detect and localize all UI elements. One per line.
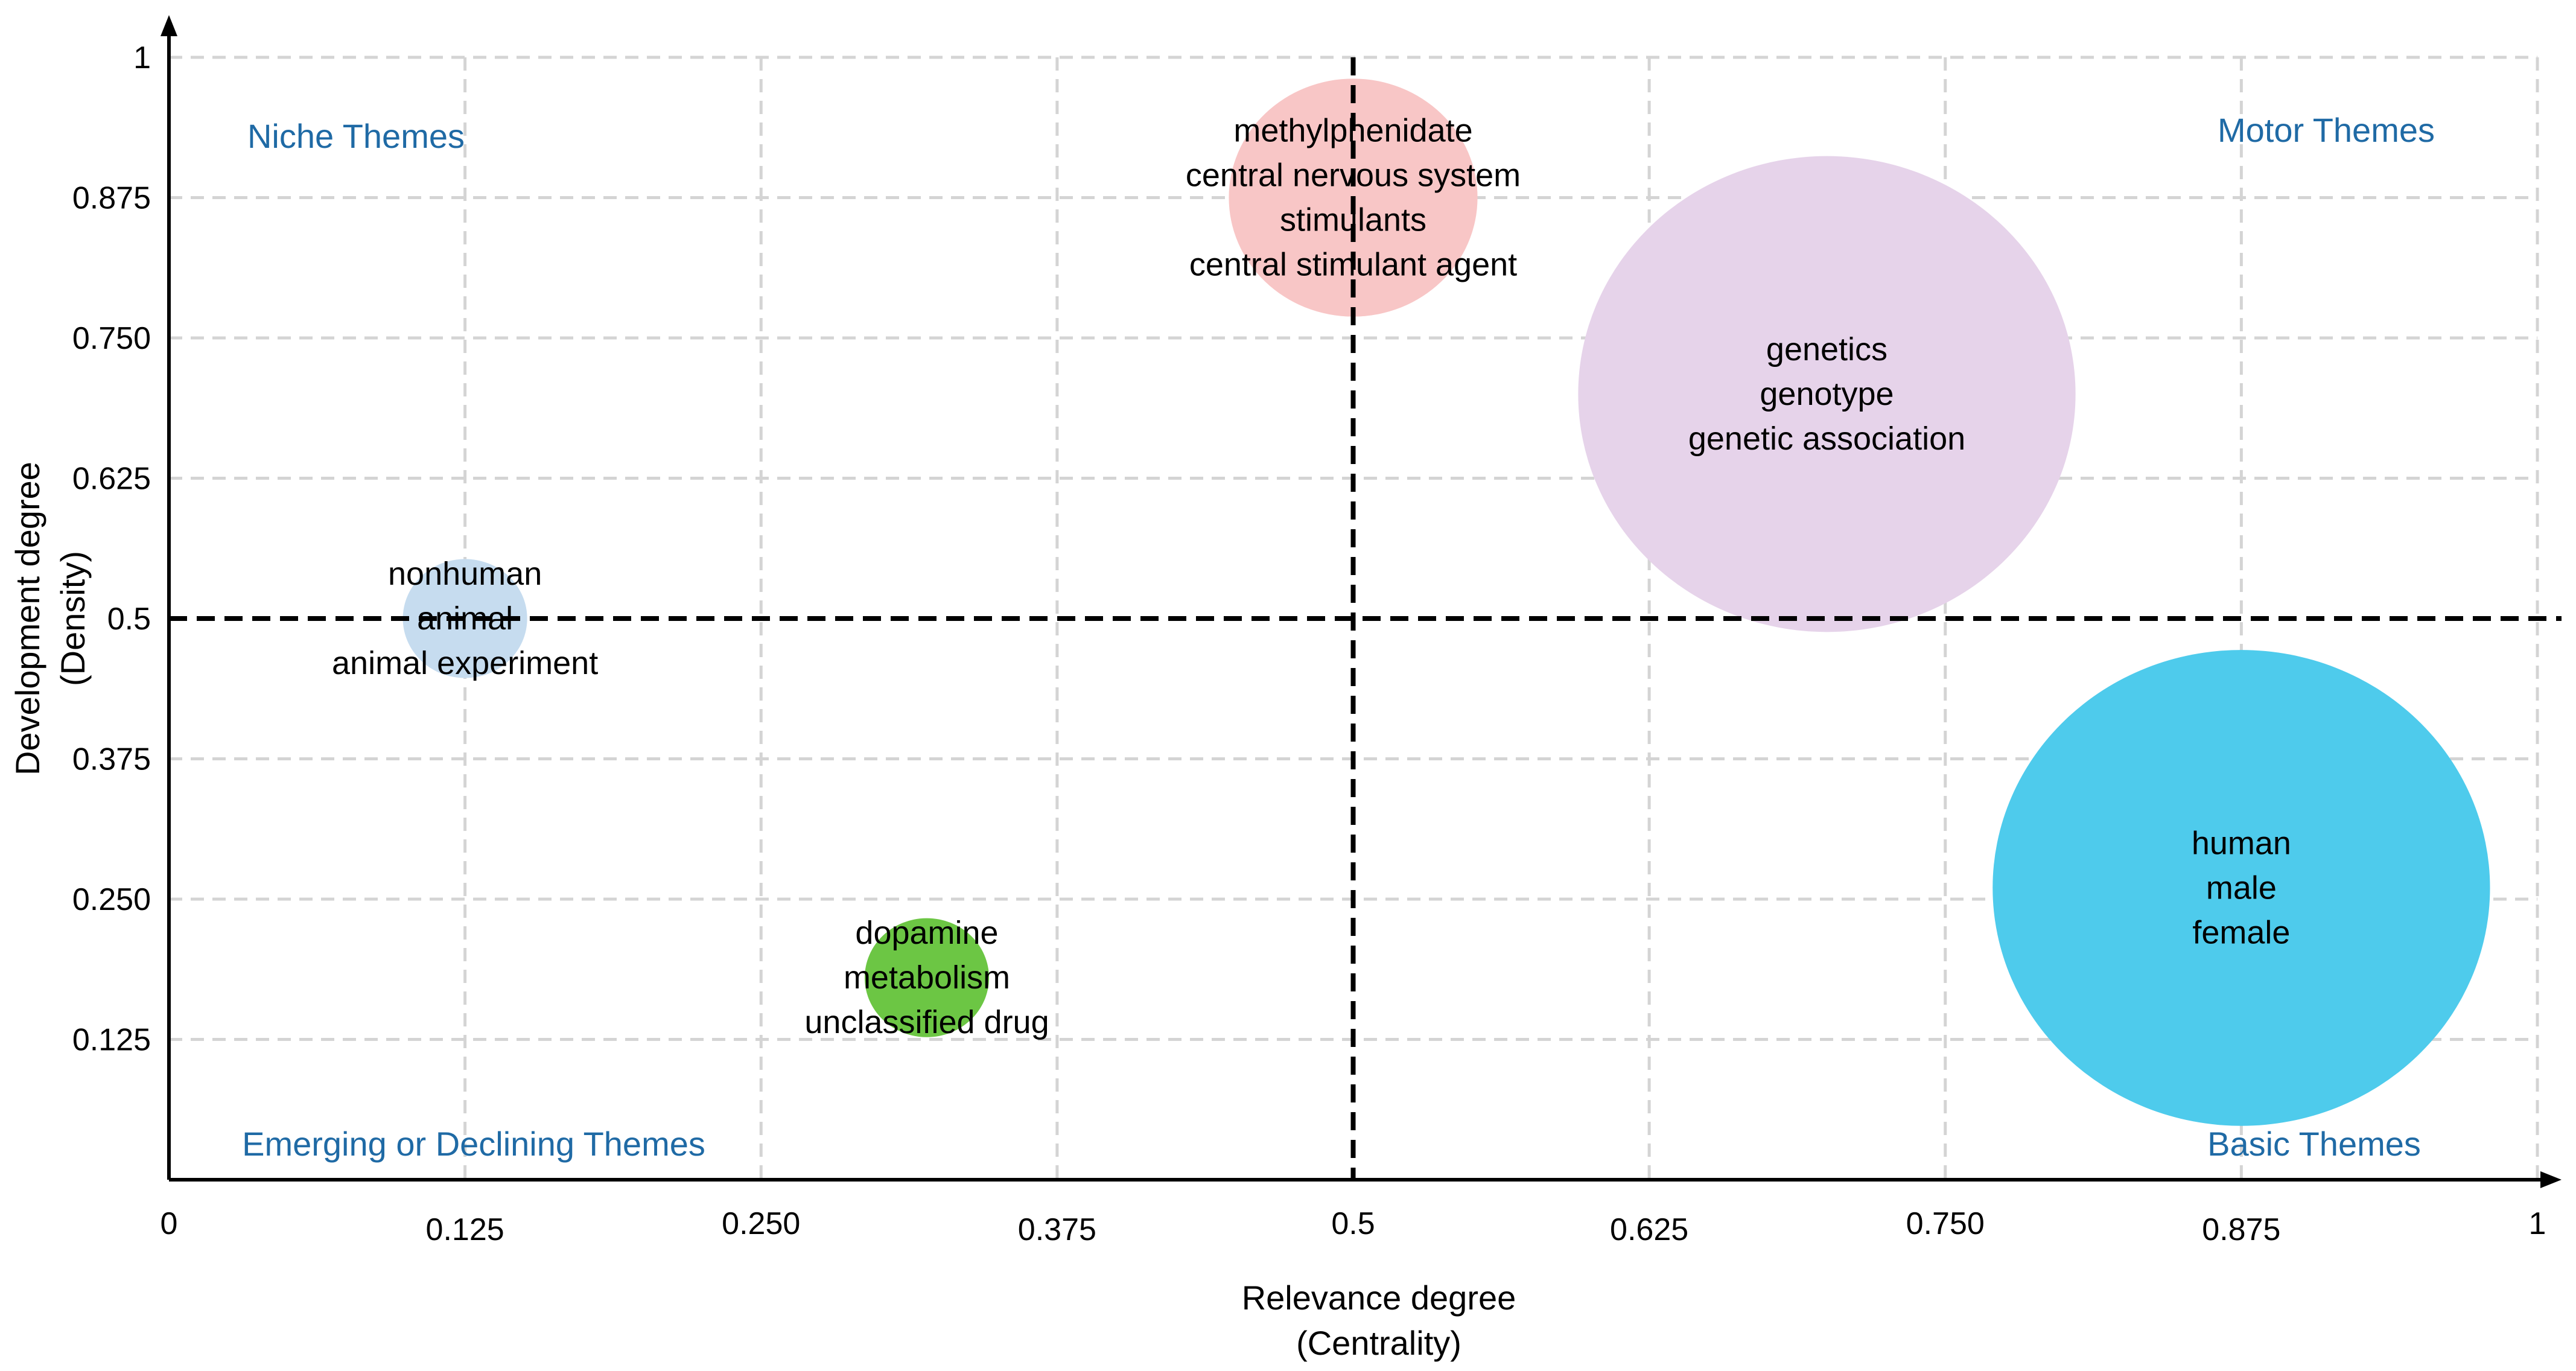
bubble-label: genetic association xyxy=(1688,421,1965,457)
bubble-cluster-dopamine xyxy=(864,918,990,1037)
y-tick-label: 0.5 xyxy=(107,602,151,637)
bubble-label: nonhuman xyxy=(388,556,542,592)
bubble-label: methylphenidate xyxy=(1233,113,1472,149)
bubble-label: female xyxy=(2192,914,2290,950)
x-tick-label: 0.375 xyxy=(1018,1212,1096,1247)
quadrant-dividers xyxy=(169,57,2562,1180)
x-tick-label: 0.875 xyxy=(2202,1212,2280,1247)
bubble-label: dopamine xyxy=(855,915,998,951)
y-tick-label: 0.250 xyxy=(72,882,151,917)
tick-labels: 0 0.125 0.250 0.375 0.5 0.625 0.750 0.875 1 0.125… xyxy=(72,40,2546,1247)
quadrant-label-top-right: Motor Themes xyxy=(2218,111,2435,149)
bubble-label: male xyxy=(2206,870,2277,906)
x-axis-arrow xyxy=(2540,1171,2562,1188)
quadrant-labels: Niche Themes Motor Themes Emerging or Decl… xyxy=(242,111,2435,1163)
bubbles xyxy=(402,78,2490,1126)
x-axis-title: (Centrality) xyxy=(1296,1324,1461,1362)
x-axis-title: Relevance degree xyxy=(1242,1279,1516,1317)
x-tick-label: 0.625 xyxy=(1610,1212,1688,1247)
bubble-cluster-genetics xyxy=(1578,156,2076,632)
y-tick-label: 0.375 xyxy=(72,742,151,777)
quadrant-label-bottom-right: Basic Themes xyxy=(2207,1125,2421,1163)
x-tick-label: 0 xyxy=(161,1206,178,1241)
y-tick-label: 0.125 xyxy=(72,1023,151,1058)
axis-titles: Relevance degree (Centrality) Development … xyxy=(8,462,1516,1362)
bubble-label: central stimulant agent xyxy=(1189,247,1517,283)
bubble-label: genotype xyxy=(1760,376,1894,412)
x-tick-label: 0.750 xyxy=(1906,1206,1985,1241)
bubble-cluster-nonhuman xyxy=(402,559,527,678)
bubble-label: human xyxy=(2192,825,2291,861)
y-tick-label: 0.750 xyxy=(72,321,151,356)
x-tick-label: 0.250 xyxy=(722,1206,800,1241)
bubble-label: animal xyxy=(417,600,513,637)
bubble-label: animal experiment xyxy=(332,645,598,681)
x-tick-label: 0.5 xyxy=(1331,1206,1375,1241)
bubble-label: stimulants xyxy=(1280,202,1426,238)
y-axis-title: Development degree xyxy=(8,462,46,775)
bubble-label: unclassified drug xyxy=(804,1004,1049,1040)
quadrant-label-top-left: Niche Themes xyxy=(247,117,465,155)
bubble-label: metabolism xyxy=(844,959,1010,996)
y-tick-label: 0.625 xyxy=(72,462,151,497)
x-tick-label: 1 xyxy=(2529,1206,2546,1241)
y-tick-label: 0.875 xyxy=(72,181,151,216)
bubble-label: genetics xyxy=(1766,331,1887,367)
bubble-label: central nervous system xyxy=(1186,157,1521,194)
y-tick-label: 1 xyxy=(133,40,151,75)
bubble-cluster-human xyxy=(1992,650,2490,1126)
y-axis-arrow xyxy=(161,15,177,36)
axes xyxy=(161,15,2562,1188)
x-tick-label: 0.125 xyxy=(426,1212,504,1247)
bubble-labels: methylphenidate central nervous system sti… xyxy=(332,113,2291,1041)
quadrant-label-bottom-left: Emerging or Declining Themes xyxy=(242,1125,705,1163)
y-axis-title: (Density) xyxy=(54,551,92,686)
